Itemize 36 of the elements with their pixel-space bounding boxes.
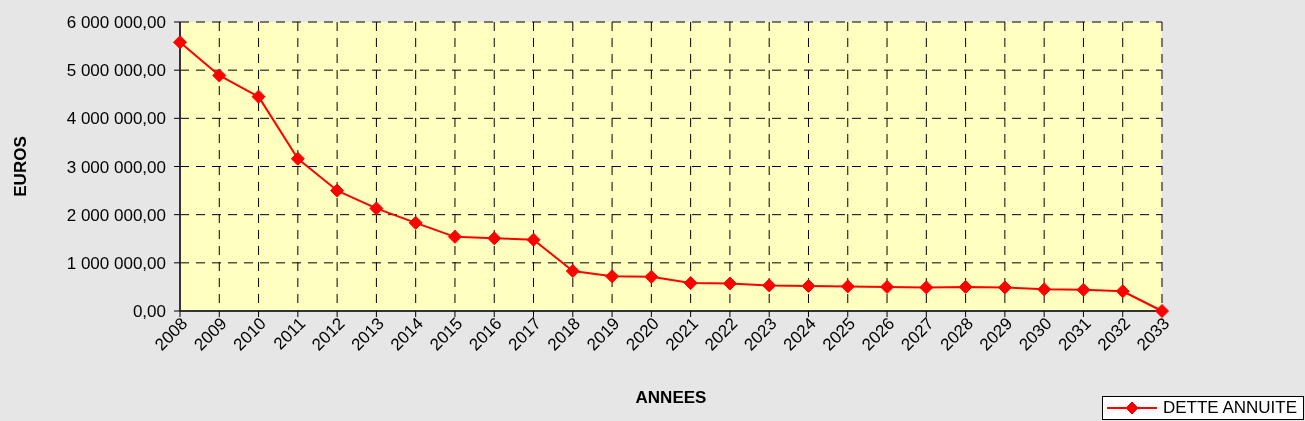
point — [251, 89, 266, 104]
point — [487, 231, 502, 246]
point — [526, 232, 541, 247]
point — [447, 229, 462, 244]
point — [644, 269, 659, 284]
y-tick-label: 2 000 000,00 — [66, 205, 166, 225]
y-tick-label: 3 000 000,00 — [66, 157, 166, 177]
point — [330, 183, 345, 198]
point — [408, 215, 423, 230]
point — [958, 279, 973, 294]
point — [369, 201, 384, 216]
point — [919, 280, 934, 295]
point — [173, 35, 187, 50]
point — [880, 279, 895, 294]
point — [212, 68, 227, 83]
point — [762, 278, 777, 293]
y-tick-label: 6 000 000,00 — [66, 13, 166, 33]
y-tick-label: 5 000 000,00 — [66, 61, 166, 81]
point — [683, 276, 698, 291]
point — [1115, 284, 1130, 299]
point — [1037, 282, 1052, 297]
point — [801, 278, 816, 293]
legend-label: DETTE ANNUITE — [1162, 398, 1297, 418]
point — [1155, 304, 1169, 318]
y-tick-label: 4 000 000,00 — [66, 109, 166, 129]
point — [1076, 282, 1091, 297]
y-axis-title: EUROS — [10, 136, 30, 197]
point — [722, 276, 737, 291]
x-axis-title: ANNEES — [635, 387, 707, 407]
point — [997, 280, 1012, 295]
y-tick-label: 0,00 — [132, 302, 166, 322]
y-tick-label: 1 000 000,00 — [66, 253, 166, 273]
point — [840, 279, 855, 294]
point — [605, 269, 620, 284]
point — [565, 264, 580, 279]
point — [290, 151, 305, 166]
